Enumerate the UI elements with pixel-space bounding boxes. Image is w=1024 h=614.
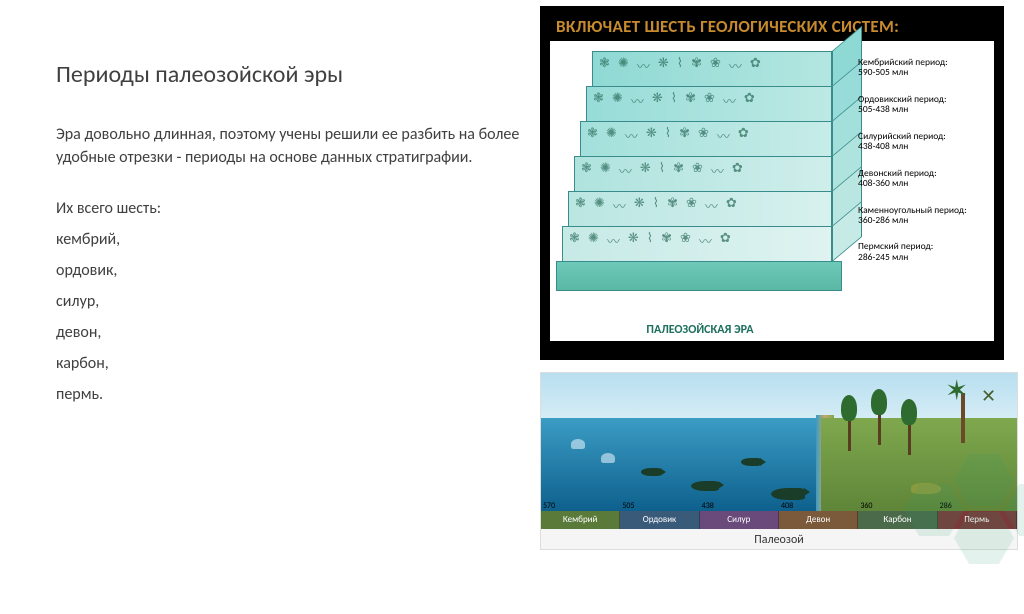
timeline-segment: Кембрий <box>541 511 620 529</box>
tree-icon <box>901 407 917 455</box>
period-list-item: кембрий, <box>56 230 520 249</box>
period-list-item: девон, <box>56 323 520 342</box>
period-label: Ордовикский период:505-438 млн <box>858 94 986 115</box>
strata-layer: ❃✺〰❋⌇✾❀〰✿ <box>580 121 832 157</box>
jellyfish-icon <box>601 453 615 463</box>
fossil-doodles: ❃✺〰❋⌇✾❀〰✿ <box>587 87 831 114</box>
period-label: Пермский период:286-245 млн <box>858 241 986 262</box>
timeline-date: 505 <box>620 501 699 511</box>
period-label: Силурийский период:438-408 млн <box>858 131 986 152</box>
period-labels-column: Кембрийский период:590-505 млн Ордовикски… <box>858 57 986 278</box>
fossil-doodles: ❃✺〰❋⌇✾❀〰✿ <box>575 157 831 184</box>
geological-systems-figure: ВКЛЮЧАЕТ ШЕСТЬ ГЕОЛОГИЧЕСКИХ СИСТЕМ: ❃✺〰… <box>540 6 1004 360</box>
period-label: Каменноугольный период:360-286 млн <box>858 205 986 226</box>
fossil-doodles: ❃✺〰❋⌇✾❀〰✿ <box>593 52 831 79</box>
slide-title: Периоды палеозойской эры <box>56 60 520 89</box>
fossil-doodles: ❃✺〰❋⌇✾❀〰✿ <box>563 227 831 254</box>
timeline-segment: Ордовик <box>620 511 699 529</box>
timeline-date: 438 <box>700 501 779 511</box>
strata-layer: ❃✺〰❋⌇✾❀〰✿ <box>574 156 832 192</box>
periods-list: кембрий, ордовик, силур, девон, карбон, пермь… <box>56 230 520 404</box>
period-list-item: карбон, <box>56 354 520 373</box>
list-intro: Их всего шесть: <box>56 199 520 218</box>
strata-layer: ❃✺〰❋⌇✾❀〰✿ <box>562 226 832 262</box>
strata-layer: ❃✺〰❋⌇✾❀〰✿ <box>568 191 832 227</box>
corner-decoration <box>904 454 1024 614</box>
fish-icon <box>691 481 719 491</box>
dragonfly-icon: ✕ <box>981 385 996 407</box>
period-label: Кембрийский период:590-505 млн <box>858 57 986 78</box>
strata-block: ❃✺〰❋⌇✾❀〰✿ ❃✺〰❋⌇✾❀〰✿ ❃✺〰❋⌇✾❀〰✿ ❃✺〰❋⌇✾❀〰✿ ❃✺〰❋… <box>562 51 862 311</box>
timeline-date: 570 <box>541 501 620 511</box>
tree-icon <box>871 397 887 445</box>
fish-icon <box>771 488 805 500</box>
tree-icon <box>841 403 857 451</box>
slide-root: Периоды палеозойской эры Эра довольно дл… <box>0 0 1024 574</box>
period-list-item: пермь. <box>56 385 520 404</box>
era-base-label: ПАЛЕОЗОЙСКАЯ ЭРА <box>600 323 800 337</box>
timeline-segment: Силур <box>700 511 779 529</box>
fish-icon <box>741 458 761 466</box>
strata-base <box>556 261 842 291</box>
fossil-doodles: ❃✺〰❋⌇✾❀〰✿ <box>581 122 831 149</box>
figure-header: ВКЛЮЧАЕТ ШЕСТЬ ГЕОЛОГИЧЕСКИХ СИСТЕМ: <box>550 16 994 37</box>
timeline-date: 408 <box>779 501 858 511</box>
text-column: Периоды палеозойской эры Эра довольно дл… <box>0 0 540 574</box>
fish-icon <box>641 468 661 476</box>
period-list-item: ордовик, <box>56 261 520 280</box>
strata-layer: ❃✺〰❋⌇✾❀〰✿ <box>586 86 832 122</box>
intro-paragraph: Эра довольно длинная, поэтому учены реши… <box>56 123 520 169</box>
fossil-doodles: ❃✺〰❋⌇✾❀〰✿ <box>569 192 831 219</box>
timeline-segment: Девон <box>779 511 858 529</box>
jellyfish-icon <box>571 439 585 449</box>
palm-icon: ✶ <box>961 393 965 443</box>
period-list-item: силур, <box>56 292 520 311</box>
period-label: Девонский период:408-360 млн <box>858 168 986 189</box>
figure-canvas: ❃✺〰❋⌇✾❀〰✿ ❃✺〰❋⌇✾❀〰✿ ❃✺〰❋⌇✾❀〰✿ ❃✺〰❋⌇✾❀〰✿ ❃✺〰❋… <box>550 41 994 341</box>
strata-layer: ❃✺〰❋⌇✾❀〰✿ <box>592 51 832 87</box>
